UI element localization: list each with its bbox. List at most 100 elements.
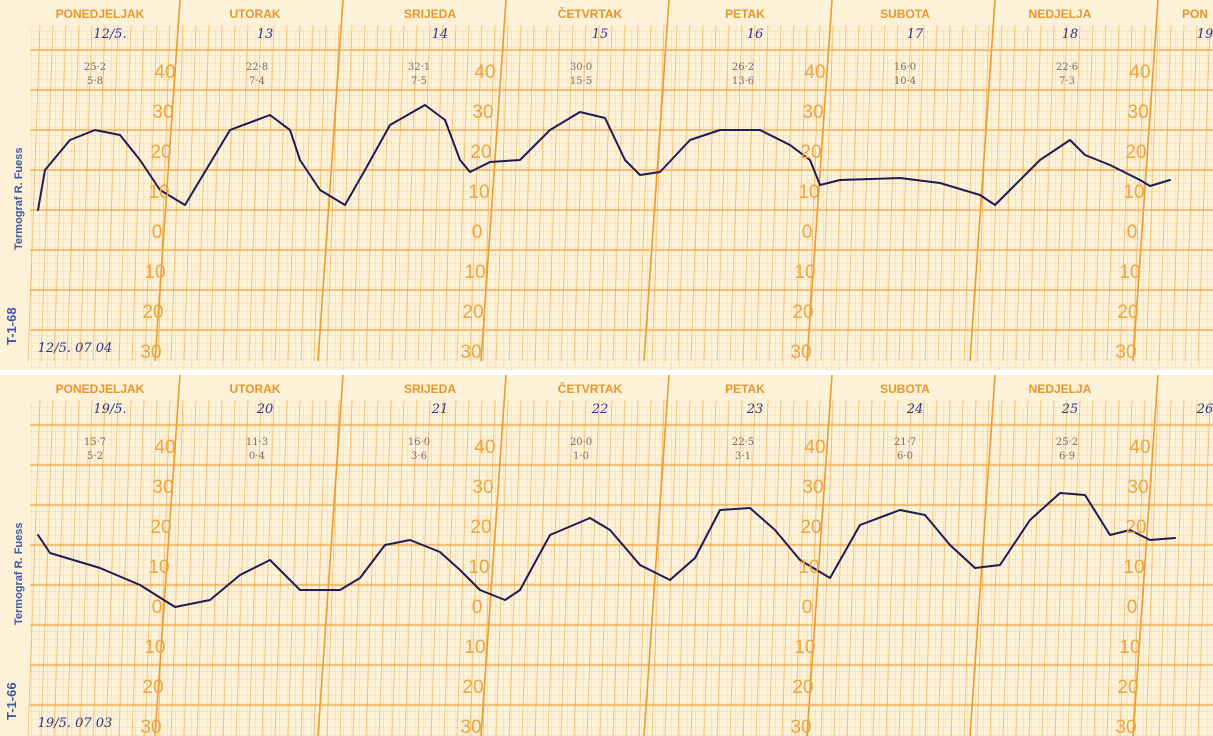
- reading: 1·0: [573, 451, 589, 462]
- reading: 3·6: [411, 451, 427, 462]
- scale-label: 10: [798, 182, 819, 203]
- reading: 7·4: [249, 76, 265, 87]
- scale-label: 40: [474, 437, 495, 458]
- strip: PONEDJELJAKUTORAKSRIJEDAČETVRTAKPETAKSUB…: [0, 0, 1213, 370]
- date: 19: [1197, 27, 1213, 42]
- date: 20: [256, 402, 274, 417]
- scale-label: 30: [1127, 102, 1148, 123]
- scale-label: 30: [472, 477, 493, 498]
- day-name: PETAK: [725, 382, 765, 396]
- date: 14: [432, 27, 449, 42]
- scale-label: 20: [142, 677, 163, 698]
- scale-label: 10: [464, 262, 485, 283]
- grid: [30, 30, 1213, 370]
- scale-label: 10: [148, 182, 169, 203]
- reading: 0·4: [249, 451, 265, 462]
- day-name: SUBOTA: [880, 382, 930, 396]
- scale-label: 20: [800, 142, 821, 163]
- reading: 16·0: [894, 62, 916, 73]
- scale-label: 40: [154, 437, 175, 458]
- scale-label: 30: [460, 342, 481, 363]
- scale-label: 40: [474, 62, 495, 83]
- day-name: UTORAK: [229, 382, 280, 396]
- reading: 15·7: [84, 437, 106, 448]
- separator: [0, 370, 1213, 375]
- reading: 6·9: [1059, 451, 1075, 462]
- date: 22: [591, 402, 609, 417]
- scale-label: 40: [1129, 62, 1150, 83]
- scale-label: 10: [794, 262, 815, 283]
- scale-label: 10: [464, 637, 485, 658]
- day-name: SRIJEDA: [404, 382, 456, 396]
- date: 13: [257, 27, 274, 42]
- reading: 15·5: [570, 76, 592, 87]
- scale-label: 20: [470, 142, 491, 163]
- scale-label: 0: [472, 597, 483, 618]
- note: 19/5. 07 03: [38, 716, 113, 731]
- reading: 10·4: [894, 76, 916, 87]
- scale-label: 30: [790, 342, 811, 363]
- scale-label: 20: [470, 517, 491, 538]
- reading: 6·0: [897, 451, 913, 462]
- reading: 26·2: [732, 62, 754, 73]
- scale-label: 0: [1127, 222, 1138, 243]
- scale-label: 10: [1119, 637, 1140, 658]
- reading: 32·1: [408, 62, 430, 73]
- reading: 25·2: [1056, 437, 1078, 448]
- scale-label: 30: [1115, 342, 1136, 363]
- reading: 20·0: [570, 437, 592, 448]
- scale-label: 10: [144, 262, 165, 283]
- scale-label: 10: [798, 557, 819, 578]
- maker: Termograf R. Fuess: [13, 523, 25, 626]
- scale-label: 0: [802, 597, 813, 618]
- scale-label: 20: [1117, 302, 1138, 323]
- scale-label: 40: [804, 62, 825, 83]
- scale-label: 10: [1123, 182, 1144, 203]
- scale-label: 20: [792, 302, 813, 323]
- scale-label: 30: [140, 717, 161, 736]
- scale-label: 10: [468, 557, 489, 578]
- scale-label: 0: [152, 597, 163, 618]
- scale-label: 30: [460, 717, 481, 736]
- day-name: SRIJEDA: [404, 7, 456, 21]
- day-name: ČETVRTAK: [558, 6, 623, 21]
- date: 26: [1196, 402, 1213, 417]
- scale-label: 30: [152, 477, 173, 498]
- date: 18: [1062, 27, 1079, 42]
- reading: 22·6: [1056, 62, 1078, 73]
- strip: PONEDJELJAKUTORAKSRIJEDAČETVRTAKPETAKSUB…: [0, 375, 1213, 736]
- date: 24: [906, 402, 924, 417]
- day-name: SUBOTA: [880, 7, 930, 21]
- maker: Termograf R. Fuess: [13, 148, 25, 251]
- form-number: T-1-66: [4, 682, 19, 720]
- scale-label: 30: [140, 342, 161, 363]
- day-name: PETAK: [725, 7, 765, 21]
- scale-label: 10: [148, 557, 169, 578]
- scale-label: 30: [472, 102, 493, 123]
- reading: 13·6: [732, 76, 754, 87]
- scale-label: 40: [154, 62, 175, 83]
- reading: 22·5: [732, 437, 754, 448]
- reading: 25·2: [84, 62, 106, 73]
- scale-label: 40: [804, 437, 825, 458]
- scale-label: 30: [802, 102, 823, 123]
- date: 21: [431, 402, 449, 417]
- scale-label: 0: [802, 222, 813, 243]
- reading: 7·3: [1059, 76, 1075, 87]
- date: 25: [1061, 402, 1079, 417]
- thermograph-scan: PONEDJELJAKUTORAKSRIJEDAČETVRTAKPETAKSUB…: [0, 0, 1213, 736]
- scale-label: 20: [792, 677, 813, 698]
- day-name: NEDJELJA: [1029, 382, 1092, 396]
- scale-label: 20: [150, 517, 171, 538]
- scale-label: 30: [790, 717, 811, 736]
- scale-label: 10: [794, 637, 815, 658]
- reading: 22·8: [246, 62, 268, 73]
- scale-label: 10: [468, 182, 489, 203]
- scale-label: 20: [462, 677, 483, 698]
- date: 19/5.: [93, 402, 126, 417]
- scale-label: 0: [152, 222, 163, 243]
- day-name: UTORAK: [229, 7, 280, 21]
- scale-label: 20: [150, 142, 171, 163]
- date: 23: [746, 402, 764, 417]
- date: 12/5.: [93, 27, 126, 42]
